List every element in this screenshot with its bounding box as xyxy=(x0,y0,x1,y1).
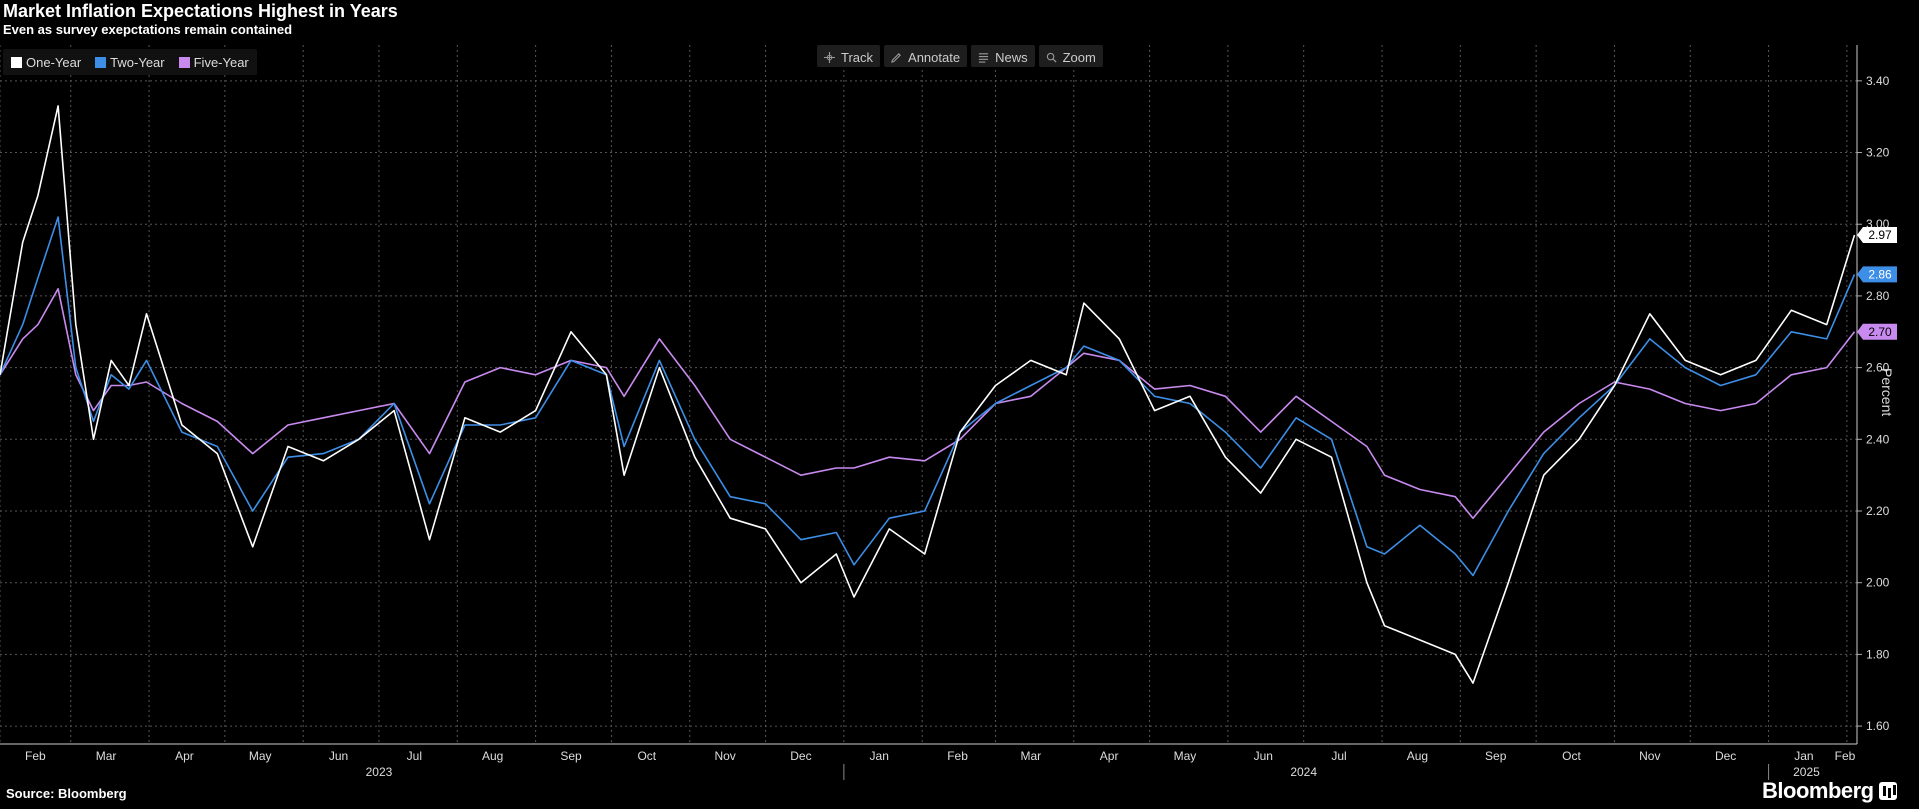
crosshair-icon xyxy=(824,51,835,63)
chart-toolbar: Track Annotate News Zoom xyxy=(817,45,1103,67)
series-layer xyxy=(0,105,1856,684)
legend-swatch-two-year xyxy=(95,56,107,68)
x-tick-label: Oct xyxy=(637,749,656,763)
magnifier-icon xyxy=(1046,52,1057,63)
series-line-two-year xyxy=(0,216,1856,577)
legend-item-five-year[interactable]: Five-Year xyxy=(178,54,249,70)
x-tick-label: Feb xyxy=(1835,749,1856,763)
annotate-label: Annotate xyxy=(908,49,961,65)
x-tick-label: May xyxy=(1174,749,1197,763)
legend-swatch-one-year xyxy=(11,56,22,68)
last-value-tag-text: 2.86 xyxy=(1868,267,1892,281)
legend-label-one-year: One-Year xyxy=(26,54,82,70)
grid-lines xyxy=(0,45,1857,744)
y-tick-label: 1.60 xyxy=(1866,719,1890,733)
x-tick-label: Feb xyxy=(947,749,968,763)
y-tick-label: 2.60 xyxy=(1866,361,1890,375)
y-tick-label: 3.40 xyxy=(1866,74,1890,88)
track-label: Track xyxy=(841,49,874,65)
y-tick-label: 2.40 xyxy=(1866,432,1890,446)
last-value-tag-bg xyxy=(1857,266,1897,283)
legend-item-two-year[interactable]: Two-Year xyxy=(95,54,165,70)
legend-item-one-year[interactable]: One-Year xyxy=(11,55,81,70)
x-tick-label: Dec xyxy=(790,749,811,763)
x-tick-label: Oct xyxy=(1562,749,1581,763)
series-line-five-year xyxy=(0,288,1856,519)
bar-chart-icon xyxy=(1878,782,1897,800)
y-tick-label: 2.00 xyxy=(1866,576,1890,590)
source-note: Source: Bloomberg xyxy=(6,786,127,801)
x-tick-label: May xyxy=(249,749,272,763)
x-tick-label: Nov xyxy=(1639,749,1660,763)
x-tick-label: Jul xyxy=(1331,749,1346,763)
x-tick-label: Jun xyxy=(1254,749,1273,763)
news-button[interactable]: News xyxy=(971,45,1035,67)
year-label: 2024 xyxy=(1290,765,1317,779)
year-label: 2023 xyxy=(366,765,393,779)
last-value-two-year: 2.86 xyxy=(1857,266,1897,283)
news-label: News xyxy=(995,49,1028,65)
x-tick-label: Jul xyxy=(407,749,422,763)
news-icon xyxy=(978,52,989,63)
legend: One-Year Two-Year Five-Year xyxy=(3,49,257,75)
zoom-button[interactable]: Zoom xyxy=(1038,45,1103,67)
x-tick-label: Jan xyxy=(870,749,889,763)
y-tick-label: 1.80 xyxy=(1866,647,1890,661)
y-tick-label: 2.80 xyxy=(1866,289,1890,303)
x-tick-label: Sep xyxy=(1485,749,1507,763)
x-tick-label: Mar xyxy=(96,749,117,763)
x-tick-label: Jun xyxy=(329,749,348,763)
x-tick-label: Dec xyxy=(1715,749,1736,763)
last-value-tag-text: 2.70 xyxy=(1868,325,1892,339)
y-tick-label: 3.20 xyxy=(1866,146,1890,160)
y-axis-label: Percent xyxy=(1879,368,1895,417)
pencil-icon xyxy=(891,52,901,63)
x-tick-label: Jan xyxy=(1794,749,1813,763)
legend-label-five-year: Five-Year xyxy=(193,54,249,70)
last-value-tags: 2.97 2.86 2.70 xyxy=(1857,226,1897,340)
x-tick-label: Nov xyxy=(714,749,735,763)
x-tick-label: Apr xyxy=(1100,749,1119,763)
x-tick-label: Aug xyxy=(482,749,503,763)
brand-name: Bloomberg xyxy=(1762,778,1874,803)
last-value-tag-text: 2.97 xyxy=(1868,228,1892,242)
x-tick-label: Apr xyxy=(175,749,194,763)
x-tick-label: Feb xyxy=(25,749,46,763)
series-line-one-year xyxy=(0,105,1856,684)
axes: 1.601.802.002.202.402.602.803.003.203.40… xyxy=(0,45,1890,780)
last-value-one-year: 2.97 xyxy=(1857,226,1897,243)
chart-title: Market Inflation Expectations Highest in… xyxy=(3,1,398,21)
legend-swatch-five-year xyxy=(178,56,190,68)
y-tick-label: 2.20 xyxy=(1866,504,1890,518)
x-tick-label: Aug xyxy=(1407,749,1428,763)
track-button[interactable]: Track xyxy=(817,45,881,67)
last-value-five-year: 2.70 xyxy=(1857,323,1897,340)
bloomberg-logo: Bloomberg xyxy=(1762,778,1897,804)
last-value-tag-bg xyxy=(1857,323,1897,340)
zoom-label: Zoom xyxy=(1062,49,1096,65)
chart-subtitle: Even as survey exepctations remain conta… xyxy=(3,22,293,37)
last-value-tag-bg xyxy=(1857,226,1897,243)
x-tick-label: Sep xyxy=(560,749,582,763)
annotate-button[interactable]: Annotate xyxy=(884,45,968,67)
x-tick-label: Mar xyxy=(1020,749,1041,763)
legend-label-two-year: Two-Year xyxy=(110,54,165,70)
year-label: 2025 xyxy=(1793,765,1820,779)
